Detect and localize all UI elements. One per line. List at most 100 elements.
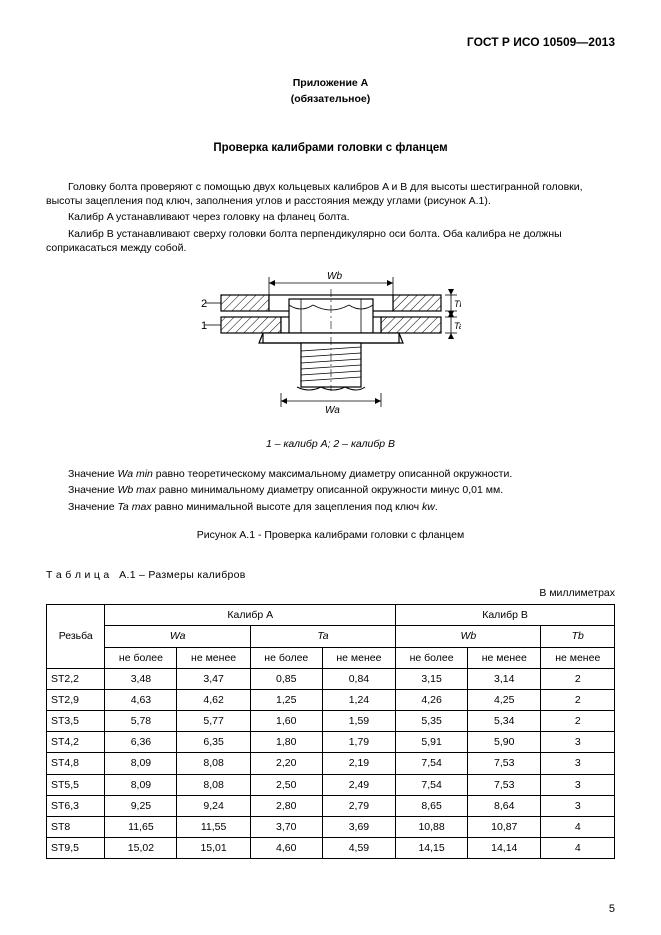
table-cell: 5,34 xyxy=(468,711,541,732)
table-cell: 5,91 xyxy=(396,732,468,753)
table-cell: 2,79 xyxy=(322,795,395,816)
fig-label-1: 1 xyxy=(201,320,207,332)
fig-label-2: 2 xyxy=(201,298,207,310)
desc-ta: Значение Ta max равно минимальной высоте… xyxy=(46,500,615,514)
table-row: ST4,88,098,082,202,197,547,533 xyxy=(47,753,615,774)
table-cell: 4,60 xyxy=(250,838,322,859)
desc-wa: Значение Wa min равно теоретическому мак… xyxy=(46,467,615,481)
table-cell: 3,14 xyxy=(468,668,541,689)
th-wa: Wa xyxy=(105,626,250,647)
table-cell: 5,90 xyxy=(468,732,541,753)
table-cell: 2 xyxy=(541,668,615,689)
table-cell: 11,55 xyxy=(177,817,250,838)
table-row: ST2,23,483,470,850,843,153,142 xyxy=(47,668,615,689)
figure-title: Рисунок A.1 - Проверка калибрами головки… xyxy=(46,528,615,542)
table-cell: 3,15 xyxy=(396,668,468,689)
table-cell: 3,48 xyxy=(105,668,177,689)
figure-a1: Wb Tb Ta xyxy=(46,265,615,429)
table-cell: ST6,3 xyxy=(47,795,105,816)
table-cell: 8,09 xyxy=(105,774,177,795)
table-cell: 2,19 xyxy=(322,753,395,774)
table-cell: 10,88 xyxy=(396,817,468,838)
table-row: ST9,515,0215,014,604,5914,1514,144 xyxy=(47,838,615,859)
table-cell: ST2,2 xyxy=(47,668,105,689)
table-cell: 8,09 xyxy=(105,753,177,774)
th-cal-a: Калибр A xyxy=(105,605,396,626)
table-cell: 15,01 xyxy=(177,838,250,859)
table-cell: ST8 xyxy=(47,817,105,838)
th-wb: Wb xyxy=(396,626,541,647)
table-body: ST2,23,483,470,850,843,153,142ST2,94,634… xyxy=(47,668,615,859)
table-cell: 7,53 xyxy=(468,774,541,795)
table-cell: 15,02 xyxy=(105,838,177,859)
table-cell: ST2,9 xyxy=(47,689,105,710)
table-row: ST5,58,098,082,502,497,547,533 xyxy=(47,774,615,795)
table-cell: 5,35 xyxy=(396,711,468,732)
table-cell: ST4,8 xyxy=(47,753,105,774)
table-row: ST4,26,366,351,801,795,915,903 xyxy=(47,732,615,753)
table-cell: 8,64 xyxy=(468,795,541,816)
dim-wb: Wb xyxy=(327,271,342,282)
table-cell: 9,24 xyxy=(177,795,250,816)
table-cell: 1,24 xyxy=(322,689,395,710)
table-cell: 14,14 xyxy=(468,838,541,859)
th-ta: Ta xyxy=(250,626,395,647)
table-cell: 7,54 xyxy=(396,753,468,774)
table-cell: ST5,5 xyxy=(47,774,105,795)
table-title: Т а б л и ц а А.1 – Размеры калибров xyxy=(46,568,615,582)
table-cell: 1,25 xyxy=(250,689,322,710)
table-cell: 2,80 xyxy=(250,795,322,816)
table-cell: 0,84 xyxy=(322,668,395,689)
table-cell: 3 xyxy=(541,774,615,795)
th-nomore-1: не более xyxy=(105,647,177,668)
page-number: 5 xyxy=(609,902,615,917)
paragraph-1: Головку болта проверяют с помощью двух к… xyxy=(46,180,615,208)
table-cell: ST3,5 xyxy=(47,711,105,732)
table-cell: 4 xyxy=(541,838,615,859)
table-cell: 8,08 xyxy=(177,753,250,774)
table-cell: 4,26 xyxy=(396,689,468,710)
table-cell: 7,54 xyxy=(396,774,468,795)
table-cell: 4 xyxy=(541,817,615,838)
figure-caption: 1 – калибр A; 2 – калибр B xyxy=(46,437,615,451)
paragraph-2: Калибр A устанавливают через головку на … xyxy=(46,210,615,224)
dim-tb: Tb xyxy=(454,299,461,309)
table-cell: 2,50 xyxy=(250,774,322,795)
table-cell: 6,36 xyxy=(105,732,177,753)
appendix-sub: (обязательное) xyxy=(46,92,615,106)
table-cell: 8,65 xyxy=(396,795,468,816)
table-unit: В миллиметрах xyxy=(46,586,615,600)
th-noless-3: не менее xyxy=(468,647,541,668)
table-cell: 1,80 xyxy=(250,732,322,753)
table-cell: 5,77 xyxy=(177,711,250,732)
table-cell: 5,78 xyxy=(105,711,177,732)
desc-wb: Значение Wb max равно минимальному диаме… xyxy=(46,483,615,497)
table-cell: 3,69 xyxy=(322,817,395,838)
table-cell: 8,08 xyxy=(177,774,250,795)
table-cell: 7,53 xyxy=(468,753,541,774)
table-cell: 4,59 xyxy=(322,838,395,859)
table-row: ST6,39,259,242,802,798,658,643 xyxy=(47,795,615,816)
table-cell: ST4,2 xyxy=(47,732,105,753)
dim-wa: Wa xyxy=(325,405,340,416)
table-cell: 1,59 xyxy=(322,711,395,732)
table-a1: Резьба Калибр A Калибр B Wa Ta Wb Tb не … xyxy=(46,604,615,859)
table-cell: 2 xyxy=(541,689,615,710)
dim-ta: Ta xyxy=(454,321,461,331)
th-nomore-2: не более xyxy=(250,647,322,668)
th-nomore-3: не более xyxy=(396,647,468,668)
th-cal-b: Калибр B xyxy=(396,605,615,626)
th-noless-4: не менее xyxy=(541,647,615,668)
table-cell: 2,20 xyxy=(250,753,322,774)
table-row: ST2,94,634,621,251,244,264,252 xyxy=(47,689,615,710)
th-tb: Tb xyxy=(541,626,615,647)
table-row: ST811,6511,553,703,6910,8810,874 xyxy=(47,817,615,838)
appendix-label: Приложение А xyxy=(46,76,615,90)
table-cell: 3,70 xyxy=(250,817,322,838)
paragraph-3: Калибр B устанавливают сверху головки бо… xyxy=(46,227,615,255)
th-thread: Резьба xyxy=(47,605,105,669)
table-cell: 1,79 xyxy=(322,732,395,753)
th-noless-2: не менее xyxy=(322,647,395,668)
table-cell: 6,35 xyxy=(177,732,250,753)
table-cell: 3,47 xyxy=(177,668,250,689)
